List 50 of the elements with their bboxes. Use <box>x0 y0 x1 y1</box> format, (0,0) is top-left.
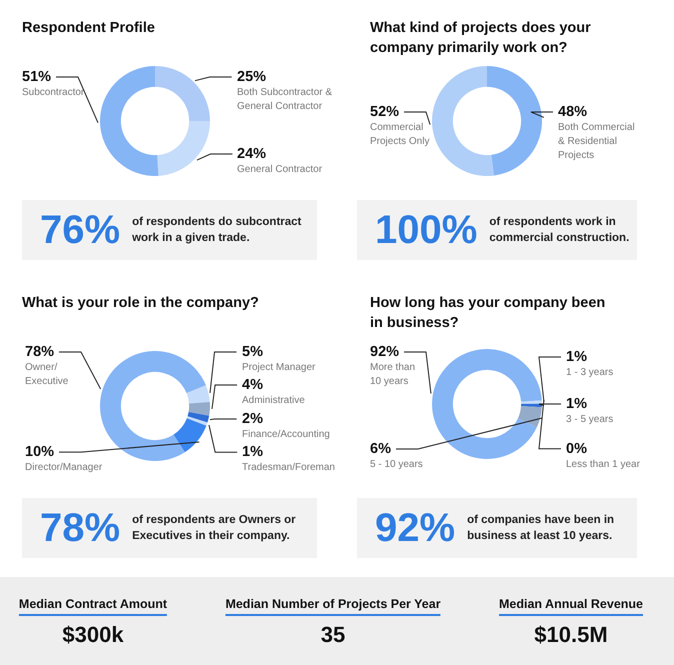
data-label: 5% <box>242 344 263 360</box>
text: 78% <box>40 506 120 550</box>
data-label: 1% <box>242 444 263 460</box>
text: Median Annual Revenue <box>498 597 644 616</box>
slice-label: 5 - 10 years <box>370 458 424 472</box>
data-label: 48% <box>558 104 588 120</box>
text: of respondents work in commercial construction. <box>489 215 630 246</box>
text: of companies have been in business at least 10 years. <box>467 513 616 544</box>
slice-label: More than 10 years <box>370 361 416 389</box>
slice-label: General Contractor <box>237 163 324 177</box>
chart-title: Respondent Profile <box>22 19 156 38</box>
slice-label: 3 - 5 years <box>566 413 614 427</box>
text: $10.5M <box>534 622 608 648</box>
data-label: 6% <box>370 441 391 457</box>
text: 35 <box>320 622 346 648</box>
text: Median Number of Projects Per Year <box>225 597 441 616</box>
slice-label: Project Manager <box>242 361 316 375</box>
slice-label: Administrative <box>242 394 306 408</box>
data-label: 1% <box>566 396 587 412</box>
data-label: 24% <box>237 146 266 162</box>
slice-label: Commercial Projects Only <box>370 121 430 149</box>
text: of respondents are Owners or Executives in their company. <box>132 513 297 544</box>
text: 0% <box>566 441 587 457</box>
slice-label: Subcontractor <box>22 86 86 100</box>
slice-label: Finance/Accounting <box>242 428 331 442</box>
slice-label: Owner/ Executive <box>25 361 70 389</box>
slice-label: Both Commercial & Residential Projects <box>558 121 636 163</box>
data-label: 92% <box>370 344 400 360</box>
text: 92% <box>375 506 456 550</box>
data-label: 25% <box>237 69 266 85</box>
text: 76% <box>40 208 120 252</box>
text: Median Contract Amount <box>18 597 168 616</box>
slice-label: Both Subcontractor & General Contractor <box>237 86 334 114</box>
data-label: 51% <box>22 69 52 85</box>
text: $300k <box>62 622 124 648</box>
data-label: 78% <box>25 344 54 360</box>
data-label: 4% <box>242 377 263 393</box>
chart-title: How long has your company been in business? <box>370 294 606 333</box>
slice-label: Director/Manager <box>25 461 104 475</box>
slice-label: 1 - 3 years <box>566 366 614 380</box>
slice-label: Tradesman/Foreman <box>242 461 336 475</box>
data-label: 10% <box>25 444 54 460</box>
text: 100% <box>375 208 478 252</box>
data-label: 52% <box>370 104 400 120</box>
category-label: Less than 1 year <box>566 459 640 470</box>
data-label: 1% <box>566 349 587 365</box>
data-label: 2% <box>242 411 263 427</box>
chart-title: What is your role in the company? <box>22 294 260 313</box>
chart-title: What kind of projects does your company primarily work on? <box>370 19 592 58</box>
text: of respondents do subcontract work in a given trade. <box>132 215 302 246</box>
